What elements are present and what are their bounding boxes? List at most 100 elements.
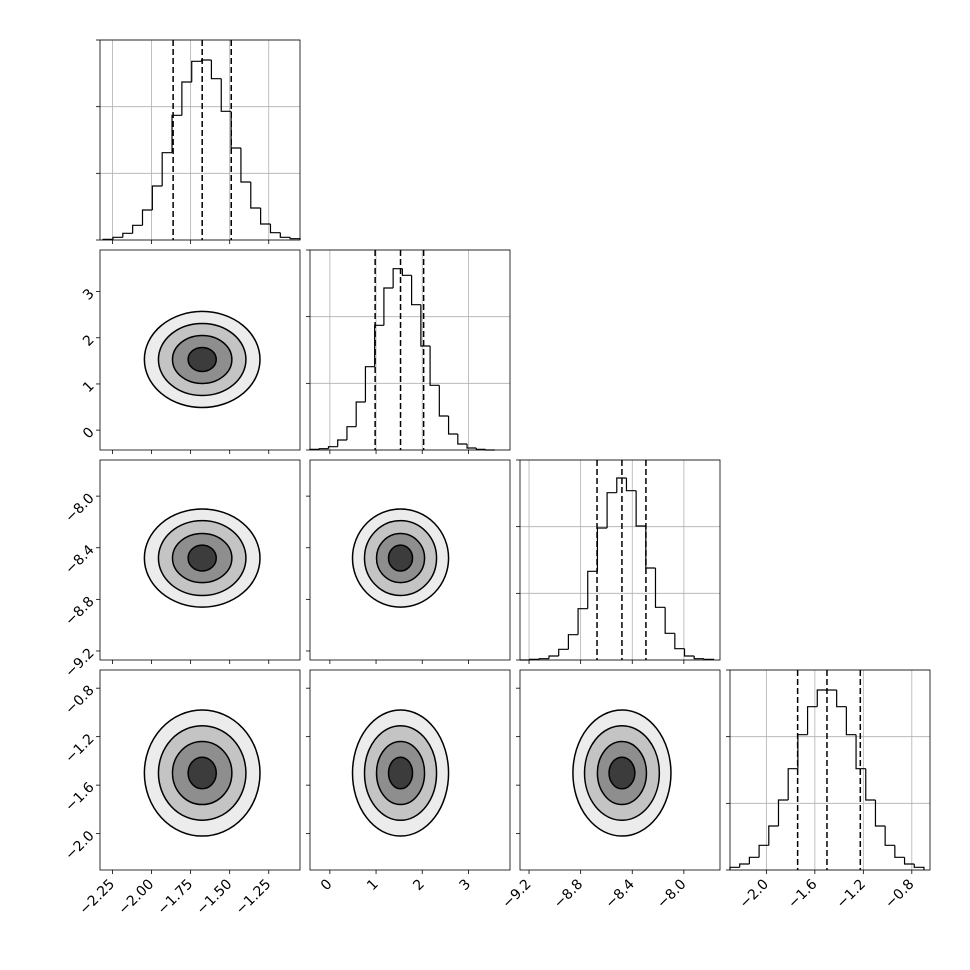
histogram-step bbox=[475, 448, 486, 450]
histogram-step bbox=[429, 346, 440, 386]
histogram-step bbox=[777, 799, 789, 826]
histogram-step bbox=[200, 59, 212, 62]
x-tick-label: −2.0 bbox=[737, 876, 772, 911]
panel-frame bbox=[309, 669, 511, 871]
histogram-step bbox=[664, 607, 675, 634]
histogram-step bbox=[230, 111, 241, 149]
histogram-step bbox=[346, 426, 357, 440]
histogram-step bbox=[392, 268, 403, 288]
histogram-step bbox=[191, 60, 202, 82]
y-tick-label: −8.4 bbox=[62, 542, 97, 577]
histogram-step bbox=[855, 734, 866, 770]
histogram-step bbox=[438, 385, 449, 417]
y-tick-label: 1 bbox=[80, 378, 98, 396]
histogram-step bbox=[132, 224, 143, 234]
x-tick-label: 3 bbox=[456, 876, 474, 894]
y-tick-label: −8.8 bbox=[62, 594, 97, 629]
y-tick-label: 3 bbox=[80, 286, 98, 304]
histogram-step bbox=[548, 655, 559, 659]
histogram-step bbox=[401, 268, 412, 276]
x-tick-label: −1.75 bbox=[155, 876, 197, 918]
x-tick-label: −2.00 bbox=[116, 876, 158, 918]
histogram-step bbox=[171, 114, 182, 153]
histogram-step bbox=[606, 492, 617, 528]
histogram-step bbox=[693, 656, 704, 660]
histogram-step bbox=[558, 648, 569, 656]
x-tick-label: 1 bbox=[364, 876, 382, 894]
contour bbox=[608, 756, 636, 790]
y-tick-label: −1.6 bbox=[62, 779, 97, 814]
x-tick-label: −2.25 bbox=[77, 876, 119, 918]
histogram-step bbox=[210, 60, 222, 80]
x-tick-label: −8.4 bbox=[603, 876, 638, 911]
histogram-step bbox=[364, 366, 375, 402]
histogram-step bbox=[806, 706, 818, 735]
histogram-step bbox=[260, 208, 271, 225]
contour bbox=[387, 544, 414, 572]
histogram-step bbox=[269, 224, 281, 234]
panel-frame bbox=[99, 459, 301, 661]
histogram-step bbox=[635, 490, 646, 527]
x-tick-label: −1.6 bbox=[785, 876, 820, 911]
x-tick-label: 2 bbox=[410, 876, 428, 894]
histogram-step bbox=[884, 826, 895, 846]
contour bbox=[187, 346, 217, 373]
x-tick-label: −1.25 bbox=[233, 876, 275, 918]
histogram-step bbox=[577, 608, 588, 635]
histogram-step bbox=[355, 401, 366, 427]
x-tick-label: −1.50 bbox=[194, 876, 236, 918]
histogram-step bbox=[816, 689, 827, 707]
x-tick-label: −0.8 bbox=[882, 876, 917, 911]
histogram-step bbox=[616, 477, 627, 493]
histogram-step bbox=[411, 275, 421, 306]
panel-frame bbox=[729, 669, 931, 871]
histogram-step bbox=[645, 526, 656, 569]
histogram-step bbox=[874, 800, 886, 827]
histogram-step bbox=[758, 844, 769, 858]
histogram-step bbox=[913, 864, 925, 870]
histogram-step bbox=[112, 236, 123, 240]
histogram-step bbox=[457, 434, 468, 445]
histogram-step bbox=[836, 690, 847, 708]
histogram-step bbox=[625, 478, 637, 492]
panel-frame bbox=[99, 39, 301, 241]
panel-frame bbox=[309, 459, 511, 661]
histogram-step bbox=[151, 185, 163, 210]
contour bbox=[187, 756, 217, 790]
histogram-step bbox=[596, 527, 608, 572]
histogram-step bbox=[654, 568, 666, 608]
histogram-step bbox=[220, 78, 232, 112]
histogram-step bbox=[447, 416, 458, 435]
histogram-step bbox=[567, 634, 579, 650]
histogram-step bbox=[739, 863, 750, 868]
x-tick-label: −8.8 bbox=[551, 876, 586, 911]
histogram-step bbox=[797, 734, 808, 769]
histogram-step bbox=[466, 444, 477, 449]
panel-frame bbox=[99, 669, 301, 871]
panel-frame bbox=[519, 459, 721, 661]
histogram-step bbox=[683, 648, 695, 657]
histogram-step bbox=[161, 152, 173, 186]
y-tick-label: 2 bbox=[80, 332, 98, 350]
contour bbox=[187, 544, 217, 572]
histogram-step bbox=[337, 439, 347, 447]
histogram-step bbox=[279, 232, 291, 238]
y-tick-label: −8.0 bbox=[62, 490, 97, 525]
histogram-step bbox=[240, 148, 251, 183]
x-tick-label: 0 bbox=[318, 876, 336, 894]
histogram-step bbox=[748, 856, 760, 864]
histogram-step bbox=[845, 706, 857, 736]
histogram-step bbox=[674, 633, 685, 650]
histogram-step bbox=[787, 768, 798, 800]
y-tick-label: 0 bbox=[80, 424, 98, 442]
histogram-step bbox=[865, 768, 876, 801]
y-tick-label: −9.2 bbox=[62, 645, 97, 680]
histogram-step bbox=[318, 448, 329, 450]
panel-frame bbox=[309, 249, 511, 451]
y-tick-label: −1.2 bbox=[62, 731, 97, 766]
x-tick-label: −8.0 bbox=[654, 876, 689, 911]
histogram-step bbox=[903, 857, 915, 865]
